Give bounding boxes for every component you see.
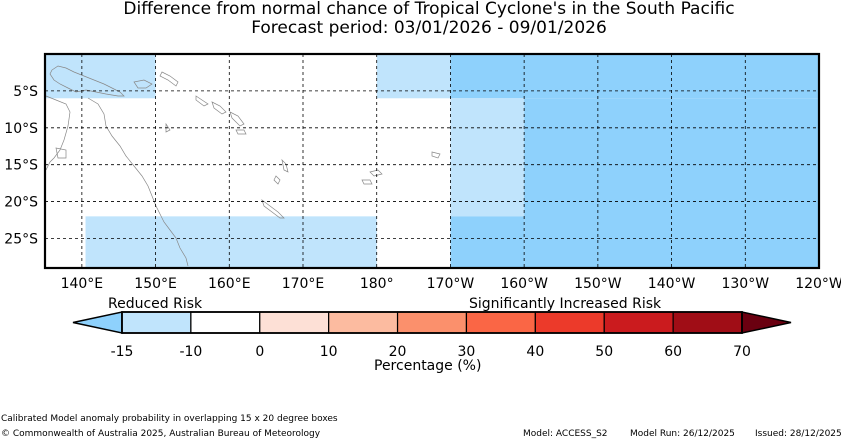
colorbar-cell bbox=[672, 311, 743, 334]
colorbar-tick-label: 30 bbox=[458, 344, 476, 360]
map-subtitle: Forecast period: 03/01/2026 - 09/01/2026 bbox=[251, 18, 607, 38]
colorbar-cell bbox=[328, 311, 399, 334]
colorbar-tick-label: 70 bbox=[733, 344, 751, 360]
longitude-label: 170°E bbox=[282, 276, 325, 292]
longitude-label: 170°W bbox=[427, 276, 475, 292]
footer-note: Calibrated Model anomaly probability in … bbox=[1, 414, 338, 424]
anomaly-region-1 bbox=[45, 54, 156, 99]
coastlines bbox=[45, 65, 441, 267]
footer-model: Model: ACCESS_S2 bbox=[523, 429, 608, 439]
anomaly-region-3 bbox=[376, 54, 451, 99]
footer-issued: Issued: 28/12/2025 bbox=[755, 429, 841, 439]
latitude-label: 15°S bbox=[4, 158, 38, 174]
latitude-tick-labels: 5°S 10°S 15°S 20°S 25°S bbox=[4, 84, 38, 248]
colorbar-tick-label: -15 bbox=[111, 344, 134, 360]
colorbar-cell bbox=[534, 311, 605, 334]
graticule bbox=[45, 54, 819, 268]
colorbar: -15 -10 0 10 20 30 40 50 60 70 bbox=[72, 311, 792, 360]
colorbar-cell bbox=[121, 311, 192, 334]
colorbar-under-arrow bbox=[72, 311, 123, 334]
colorbar-tick-label: 20 bbox=[389, 344, 407, 360]
longitude-label: 130°W bbox=[721, 276, 769, 292]
colorbar-tick-label: 60 bbox=[664, 344, 682, 360]
anomaly-region-4 bbox=[450, 54, 819, 99]
latitude-label: 5°S bbox=[13, 84, 38, 100]
colorbar-cell bbox=[190, 311, 261, 334]
longitude-label: 160°E bbox=[208, 276, 251, 292]
longitude-label: 150°E bbox=[134, 276, 177, 292]
map-title: Difference from normal chance of Tropica… bbox=[123, 0, 735, 19]
anomaly-region-2 bbox=[85, 216, 377, 268]
longitude-label: 140°E bbox=[61, 276, 104, 292]
latitude-label: 10°S bbox=[4, 121, 38, 137]
colorbar-tick-label: 40 bbox=[526, 344, 544, 360]
footer-model-run: Model Run: 26/12/2025 bbox=[630, 429, 735, 439]
latitude-label: 20°S bbox=[4, 195, 38, 211]
colorbar-tick-label: -10 bbox=[179, 344, 202, 360]
longitude-tick-labels: 140°E 150°E 160°E 170°E 180° 170°W 160°W 150°W 1… bbox=[61, 276, 841, 292]
footer-copyright: © Commonwealth of Australia 2025, Austra… bbox=[1, 429, 321, 439]
latitude-label: 25°S bbox=[4, 231, 38, 247]
longitude-label: 150°W bbox=[574, 276, 622, 292]
colorbar-tick-label: 0 bbox=[255, 344, 264, 360]
longitude-label: 120°W bbox=[795, 276, 841, 292]
colorbar-cell bbox=[603, 311, 674, 334]
anomaly-region-7 bbox=[450, 216, 525, 268]
colorbar-cell bbox=[465, 311, 536, 334]
colorbar-tick-label: 50 bbox=[595, 344, 613, 360]
longitude-label: 180° bbox=[360, 276, 394, 292]
anomaly-regions bbox=[45, 54, 819, 268]
colorbar-title: Percentage (%) bbox=[374, 358, 482, 374]
colorbar-cell bbox=[259, 311, 330, 334]
colorbar-over-arrow bbox=[741, 311, 792, 334]
colorbar-tick-label: 10 bbox=[320, 344, 338, 360]
increased-risk-label: Significantly Increased Risk bbox=[469, 296, 662, 312]
longitude-label: 140°W bbox=[648, 276, 696, 292]
colorbar-cells bbox=[121, 311, 743, 334]
colorbar-tick-labels: -15 -10 0 10 20 30 40 50 60 70 bbox=[111, 344, 751, 360]
longitude-label: 160°W bbox=[500, 276, 548, 292]
reduced-risk-label: Reduced Risk bbox=[108, 296, 203, 312]
map-frame bbox=[43, 52, 821, 270]
colorbar-cell bbox=[396, 311, 468, 334]
anomaly-region-5 bbox=[450, 98, 525, 217]
